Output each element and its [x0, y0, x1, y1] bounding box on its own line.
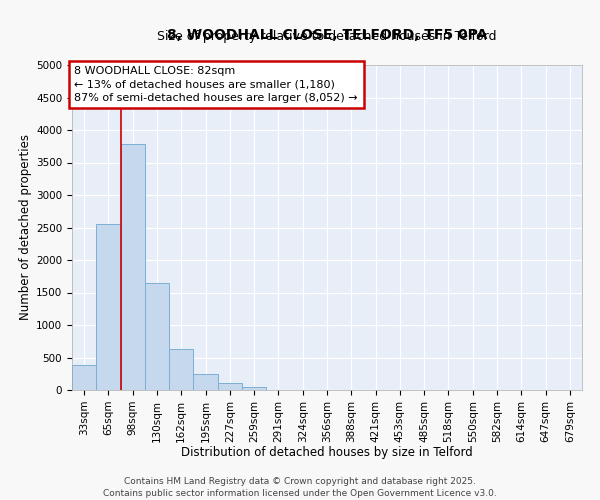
Bar	[72, 364, 96, 390]
Text: 8, WOODHALL CLOSE, TELFORD, TF5 0PA: 8, WOODHALL CLOSE, TELFORD, TF5 0PA	[167, 28, 487, 42]
Bar	[193, 374, 218, 390]
Bar	[121, 144, 145, 390]
Bar	[145, 283, 169, 390]
Text: 8 WOODHALL CLOSE: 82sqm
← 13% of detached houses are smaller (1,180)
87% of semi: 8 WOODHALL CLOSE: 82sqm ← 13% of detache…	[74, 66, 358, 102]
Y-axis label: Number of detached properties: Number of detached properties	[19, 134, 32, 320]
X-axis label: Distribution of detached houses by size in Telford: Distribution of detached houses by size …	[181, 446, 473, 459]
Bar	[218, 383, 242, 390]
Bar	[169, 350, 193, 390]
Bar	[96, 224, 121, 390]
Title: Size of property relative to detached houses in Telford: Size of property relative to detached ho…	[157, 30, 497, 43]
Text: Contains HM Land Registry data © Crown copyright and database right 2025.
Contai: Contains HM Land Registry data © Crown c…	[103, 476, 497, 498]
Bar	[242, 387, 266, 390]
